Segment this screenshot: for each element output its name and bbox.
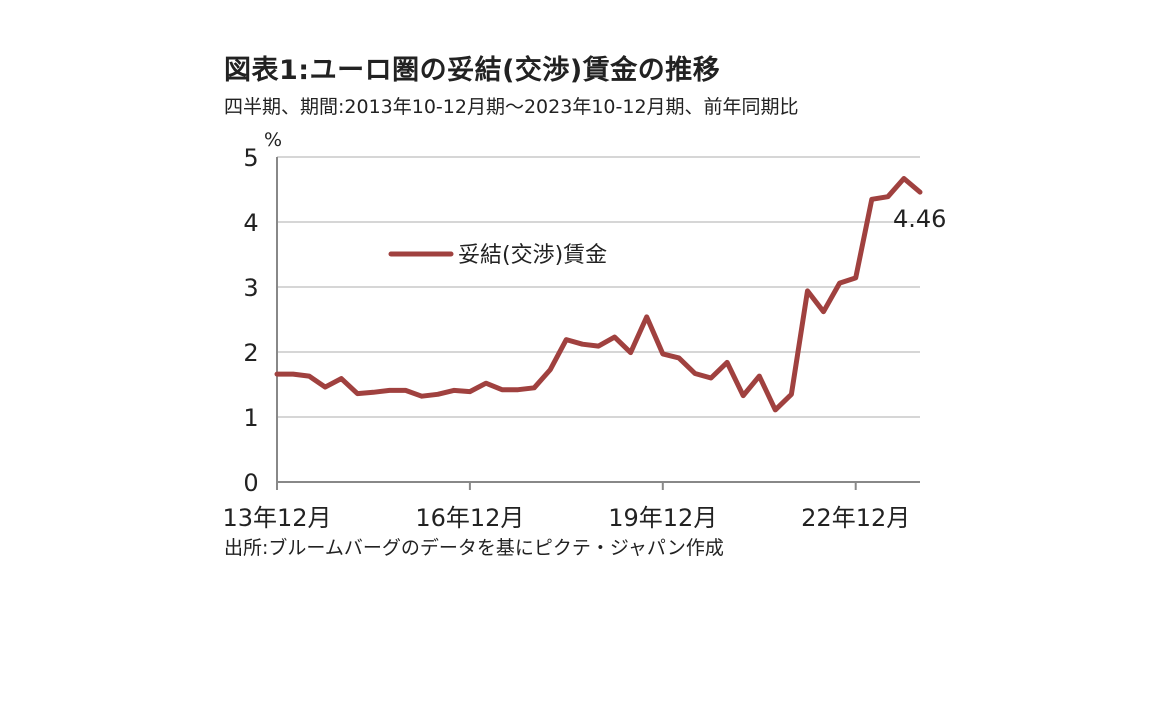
legend: 妥結(交渉)賃金 [388,243,607,268]
y-tick-label: 1 [243,404,258,432]
y-tick-label: 0 [243,469,258,497]
y-tick-label: 3 [243,274,258,302]
x-tick-label: 16年12月 [415,504,524,532]
chart-subtitle: 四半期、期間:2013年10-12月期〜2023年10-12月期、前年同期比 [224,96,799,118]
chart-title: 図表1:ユーロ圏の妥結(交渉)賃金の推移 [224,55,721,86]
y-tick-label: 4 [243,209,258,237]
series-layer: 4.46 [274,176,946,413]
gridlines [277,156,920,418]
x-tick-label: 19年12月 [608,504,717,532]
legend-label: 妥結(交渉)賃金 [458,243,607,268]
axes: 0 1 2 3 4 5% 13年12月 16年12月 19年12月 22年12月 [222,129,920,532]
y-axis-unit-label: % [264,129,282,151]
y-tick-label: 5 [243,144,258,172]
last-value-label: 4.46 [893,205,946,233]
x-tick-label: 13年12月 [222,504,331,532]
x-tick-label: 22年12月 [801,504,910,532]
series-line-wage [274,176,923,413]
y-tick-label: 2 [243,339,258,367]
source-note: 出所:ブルームバーグのデータを基にピクテ・ジャパン作成 [224,537,724,559]
